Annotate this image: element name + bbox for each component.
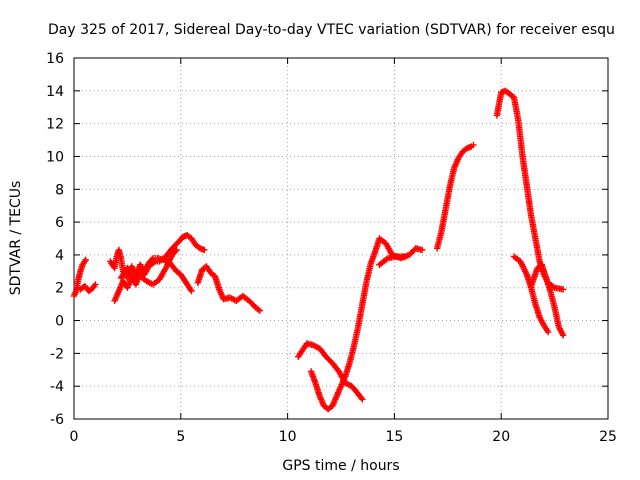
data-point	[559, 286, 567, 293]
y-tick-label: -6	[50, 412, 64, 428]
data-points	[70, 87, 567, 413]
y-tick-label: 2	[55, 281, 64, 297]
y-tick-label: -2	[50, 346, 64, 362]
data-point	[255, 306, 262, 313]
x-tick-label: 0	[70, 429, 79, 445]
x-tick-label: 25	[599, 429, 617, 445]
series-arc5	[117, 246, 180, 288]
series-arc11	[493, 87, 567, 293]
data-point	[173, 246, 180, 254]
data-point	[358, 394, 365, 402]
series-arc8	[307, 235, 426, 413]
y-tick-label: 8	[55, 182, 64, 198]
series-arc9	[376, 253, 409, 268]
series-arc6	[194, 263, 264, 314]
y-tick-label: 6	[55, 215, 64, 231]
data-point	[92, 281, 99, 288]
series-arc12	[510, 253, 552, 336]
data-point	[82, 256, 89, 264]
x-tick-label: 15	[385, 429, 403, 445]
series-arc10	[433, 141, 477, 252]
y-tick-label: 4	[55, 248, 64, 264]
data-point	[201, 246, 208, 254]
y-tick-label: -4	[50, 379, 64, 395]
x-tick-label: 5	[176, 429, 185, 445]
y-tick-label: 16	[46, 51, 64, 67]
y-tick-label: 14	[46, 84, 64, 100]
chart-title: Day 325 of 2017, Sidereal Day-to-day VTE…	[48, 22, 615, 38]
series-arc1	[70, 256, 89, 300]
data-point	[383, 256, 390, 263]
data-point	[359, 396, 366, 403]
x-tick-label: 20	[492, 429, 510, 445]
data-point	[470, 141, 477, 149]
y-tick-label: 12	[46, 117, 64, 133]
series-arc2	[77, 281, 99, 295]
x-axis-label: GPS time / hours	[282, 458, 399, 474]
data-point	[188, 287, 195, 295]
x-tick-label: 10	[279, 429, 297, 445]
grid	[74, 58, 608, 419]
data-point	[418, 246, 426, 254]
series-arc13	[527, 261, 567, 339]
data-point	[559, 332, 567, 339]
series-arc7	[295, 340, 366, 403]
data-point	[401, 253, 409, 260]
data-point	[256, 307, 264, 314]
data-point	[172, 248, 179, 255]
y-axis-label: SDTVAR / TECUs	[8, 181, 24, 296]
data-point	[544, 328, 552, 336]
y-tick-label: 0	[55, 314, 64, 330]
axis-ticks: 0 5 10 15 20 25 -6 -4 -2 0 2 4 6 8 10 12 14 16	[46, 51, 617, 445]
y-tick-label: 10	[46, 149, 64, 165]
plot-frame	[73, 57, 609, 420]
